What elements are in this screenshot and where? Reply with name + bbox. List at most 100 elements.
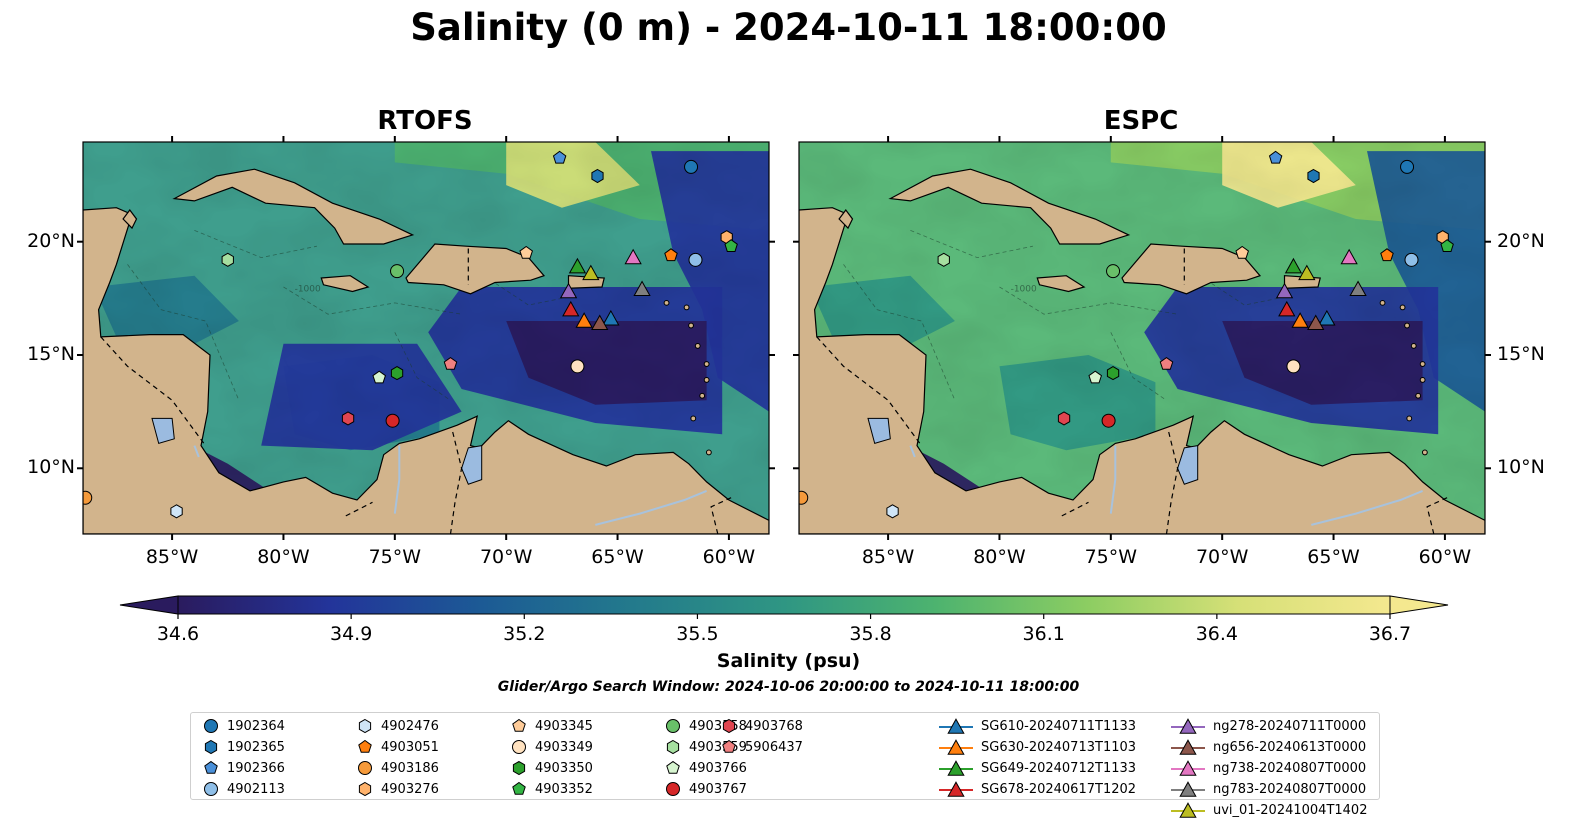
colorbar-tick-label: 36.7: [1368, 623, 1412, 645]
legend-item: 4903766: [665, 758, 747, 778]
legend-item: uvi_01-20241004T1402: [1171, 800, 1367, 820]
tick-label: 15°N: [1497, 342, 1545, 365]
legend-pentagon-marker: [512, 781, 526, 795]
marker-5906437: [1159, 356, 1174, 370]
figure-title: Salinity (0 m) - 2024-10-11 18:00:00: [410, 6, 1167, 49]
marker-ng783-20240807t0000: [633, 280, 651, 297]
marker-4903558: [1106, 264, 1121, 279]
legend-item: 1902365: [203, 737, 285, 757]
legend-item: ng656-20240613T0000: [1171, 737, 1366, 757]
legend-item: 1902364: [203, 716, 285, 736]
contour-label: -1000: [295, 285, 321, 295]
land: [83, 168, 769, 534]
legend-label: 4902476: [381, 718, 439, 734]
observation-markers: [83, 150, 738, 519]
marker-1902365: [591, 168, 604, 184]
search-window-note: Glider/Argo Search Window: 2024-10-06 20…: [497, 679, 1080, 695]
marker-sg678-20240617t1202: [562, 300, 580, 317]
country-borders: [100, 248, 732, 534]
legend-triangle-marker: [947, 760, 965, 776]
legend-item: ng278-20240711T0000: [1171, 716, 1366, 736]
legend-circle-marker: [204, 782, 218, 796]
legend-item: SG610-20240711T1133: [939, 716, 1136, 736]
legend-hexagon-marker: [512, 760, 526, 776]
legend-item: 4902113: [203, 779, 285, 799]
legend-triangle-marker: [947, 781, 965, 797]
legend-label: 4903051: [381, 739, 439, 755]
legend-marker: [512, 760, 526, 776]
colorbar-tick-label: 36.1: [1022, 623, 1065, 645]
tick-label: 80°W: [257, 546, 310, 568]
marker-sg678-20240617t1202: [1278, 300, 1296, 317]
colorbar-tick-label: 36.4: [1195, 623, 1238, 645]
legend-label: 4903349: [535, 739, 593, 755]
tick-label: 20°N: [1497, 229, 1545, 252]
lake: [461, 445, 483, 485]
legend-marker: [939, 781, 973, 797]
marker-4902113: [688, 252, 703, 267]
marker-ng738-20240807t0000: [1340, 248, 1358, 265]
legend-marker: [204, 739, 218, 755]
colorbar-tick-label: 35.5: [676, 623, 719, 645]
legend-item: 4903767: [665, 779, 747, 799]
legend-label: 4903345: [535, 718, 593, 734]
marker-4903767: [385, 413, 400, 428]
legend-circle-marker: [358, 761, 372, 775]
marker-uvi_01-20241004t1402: [582, 264, 600, 281]
marker-1902366: [1268, 150, 1283, 164]
legend-label: 4903767: [689, 781, 747, 797]
marker-ng656-20240613t0000: [591, 314, 609, 331]
eddy-texture: [83, 142, 769, 534]
tick-label: 65°W: [1307, 546, 1360, 568]
legend-marker: [722, 718, 736, 734]
legend-label: 1902365: [227, 739, 285, 755]
marker-sg610-20240711t1133: [1318, 309, 1336, 326]
legend-marker: [722, 739, 736, 753]
marker-4903345: [519, 245, 533, 259]
legend-hexagon-marker: [722, 718, 736, 734]
colorbar-max-extension: [1389, 595, 1449, 615]
bathymetry-contours: [127, 230, 574, 401]
marker-sg649-20240712t1133: [1284, 257, 1303, 274]
legend-marker: [204, 719, 218, 733]
country-borders: [816, 248, 1448, 534]
legend-marker: [1171, 760, 1205, 776]
marker-sg630-20240713t1103: [575, 312, 593, 328]
map-frame-espc: [798, 141, 1486, 535]
legend-label: 4903186: [381, 760, 439, 776]
legend-marker: [666, 760, 680, 774]
legend-item: ng783-20240807T0000: [1171, 779, 1366, 799]
marker-sg610-20240711t1133: [602, 309, 620, 326]
legend-item: 4903276: [357, 779, 439, 799]
legend-pentagon-marker: [358, 739, 372, 753]
legend-circle-marker: [204, 719, 218, 733]
marker-4903349: [570, 359, 585, 374]
colorbar-tick-label: 35.2: [503, 623, 546, 645]
legend-item: 1902366: [203, 758, 285, 778]
legend-marker: [1171, 802, 1205, 818]
legend-item: 4902476: [357, 716, 439, 736]
marker-ng738-20240807t0000: [624, 248, 642, 265]
marker-4903558: [390, 264, 405, 279]
legend-item: 4903051: [357, 737, 439, 757]
legend-marker: [204, 782, 218, 796]
legend-pentagon-marker: [722, 739, 736, 753]
lake: [1177, 445, 1199, 485]
legend-triangle-marker: [1179, 760, 1197, 776]
legend-marker: [939, 760, 973, 776]
legend-marker: [204, 760, 218, 774]
land: [799, 168, 1485, 534]
legend-item: SG678-20240617T1202: [939, 779, 1136, 799]
legend-item: 5906437: [721, 737, 803, 757]
legend-marker: [1171, 739, 1205, 755]
legend-label: SG649-20240712T1133: [981, 760, 1137, 776]
marker-4902476: [170, 504, 183, 519]
legend-marker: [512, 718, 526, 732]
tick-label: 60°W: [702, 546, 756, 568]
marker-1902365: [1307, 168, 1320, 184]
tick-label: 85°W: [861, 546, 915, 568]
panel-title-espc: ESPC: [1103, 106, 1179, 136]
marker-4903276: [1436, 230, 1449, 245]
marker-uvi_01-20241004t1402: [1298, 264, 1316, 281]
legend-item: 4903345: [511, 716, 593, 736]
